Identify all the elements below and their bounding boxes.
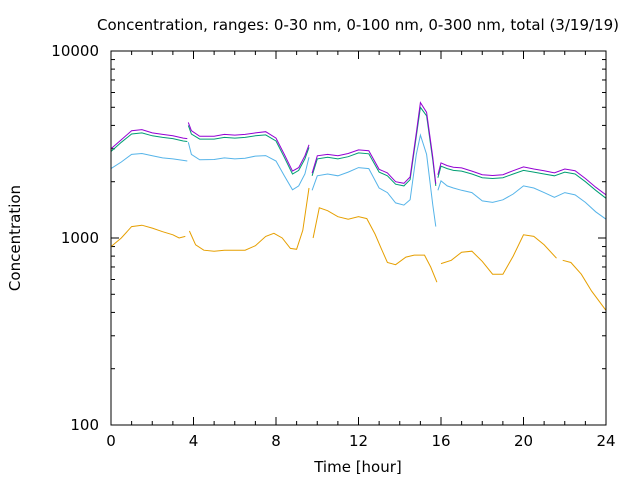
series-line-3 [110,106,607,199]
y-axis-label: Concentration [6,185,24,291]
series-segment [562,259,607,311]
series-segment [187,125,310,175]
series-segment [440,234,557,275]
series-segment [188,187,310,252]
tick-labels: 0 4 8 12 16 20 24 100 1000 10000 [51,42,615,450]
x-tick-label: 20 [514,432,533,450]
series-segment [437,180,607,220]
series-segment [437,162,607,196]
series-line-2 [110,133,607,227]
series-segment [110,129,188,150]
x-tick-label: 0 [106,432,116,450]
plot-frame [110,50,607,426]
x-tick-label: 4 [189,432,199,450]
y-tick-label: 1000 [61,229,99,247]
y-tick-label: 100 [70,416,99,434]
series-segment [312,207,438,283]
series-segment [110,132,188,152]
y-tick-label: 10000 [51,42,99,60]
x-tick-label: 16 [431,432,450,450]
series-segment [110,224,186,247]
x-tick-label: 24 [596,432,615,450]
series-segment [311,101,437,184]
series-line-1 [110,187,607,311]
chart-title: Concentration, ranges: 0-30 nm, 0-100 nm… [97,16,619,34]
axis-ticks [110,50,607,426]
data-series [110,101,607,311]
x-axis-label: Time [hour] [313,458,402,476]
series-segment [437,165,607,199]
x-tick-label: 12 [349,432,368,450]
x-tick-label: 8 [271,432,281,450]
series-segment [187,142,310,191]
series-segment [311,133,437,227]
series-segment [187,122,310,172]
series-line-4 [110,101,607,196]
series-segment [110,152,188,170]
series-segment [311,106,437,187]
